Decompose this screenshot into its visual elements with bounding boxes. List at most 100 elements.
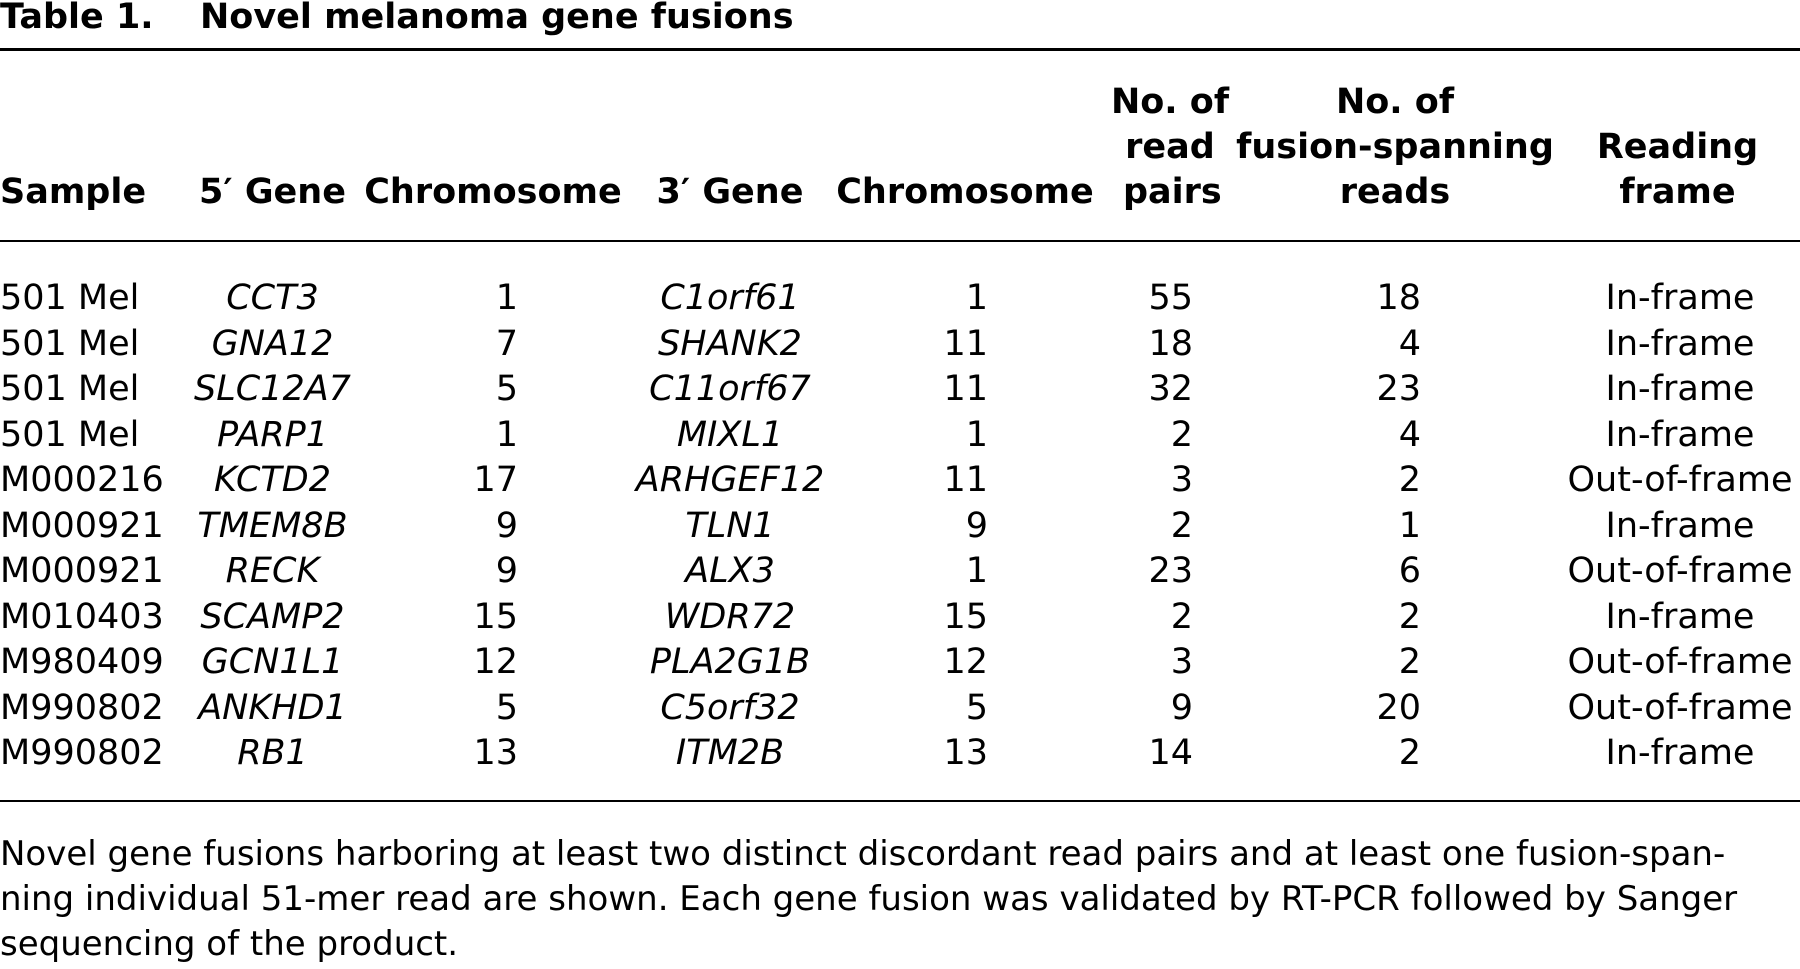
header-5prime-chromosome-line: Chromosome — [364, 172, 622, 212]
footnote-line: ning individual 51-mer read are shown. E… — [0, 879, 1738, 919]
header-spanning-reads: No. of fusion-spanning reads — [1235, 80, 1555, 215]
header-sample: Sample — [0, 80, 160, 215]
cell-3prime-gene: C5orf32 — [660, 687, 800, 728]
cell-sample: M990802 — [0, 733, 164, 773]
table-row: M990802 ANKHD1 5 C5orf32 5 9 20 Out-of-frame — [0, 686, 1800, 731]
cell-3prime-chromosome: 13 — [943, 733, 988, 773]
cell-sample: M990802 — [0, 687, 164, 728]
cell-reading-frame: In-frame — [1605, 414, 1755, 455]
cell-5prime-gene: PARP1 — [217, 414, 328, 455]
cell-3prime-chromosome: 11 — [943, 323, 988, 364]
footnote-line: sequencing of the product. — [0, 924, 459, 964]
cell-3prime-gene: MIXL1 — [676, 414, 784, 455]
cell-sample: 501 Mel — [0, 323, 140, 364]
cell-sample: M000921 — [0, 551, 164, 591]
table-row: M010403 SCAMP2 15 WDR72 15 2 2 In-frame — [0, 595, 1800, 640]
cell-reading-frame: In-frame — [1605, 278, 1755, 318]
cell-5prime-chromosome: 5 — [495, 687, 518, 728]
header-3prime-chromosome: Chromosome — [835, 80, 1095, 215]
cell-sample: 501 Mel — [0, 369, 140, 409]
table-row: 501 Mel CCT3 1 C1orf61 1 55 18 In-frame — [0, 276, 1800, 321]
header-spanning-reads-line: reads — [1339, 172, 1451, 212]
cell-5prime-chromosome: 13 — [473, 733, 518, 773]
cell-5prime-chromosome: 5 — [495, 369, 518, 409]
cell-5prime-chromosome: 15 — [473, 596, 518, 637]
cell-5prime-chromosome: 7 — [495, 323, 518, 364]
cell-reading-frame: In-frame — [1605, 596, 1755, 637]
cell-spanning-reads: 4 — [1398, 414, 1421, 455]
header-read-pairs-line: pairs — [1123, 172, 1222, 212]
cell-sample: M010403 — [0, 596, 164, 637]
table-row: 501 Mel GNA12 7 SHANK2 11 18 4 In-frame — [0, 322, 1800, 367]
cell-5prime-chromosome: 1 — [495, 278, 518, 318]
header-read-pairs-line: No. of — [1110, 82, 1230, 122]
header-5prime-chromosome: Chromosome — [363, 80, 623, 215]
cell-5prime-gene: GCN1L1 — [201, 642, 344, 682]
table-title: Novel melanoma gene fusions — [200, 0, 794, 37]
header-spanning-reads-line: No. of — [1335, 82, 1455, 122]
cell-read-pairs: 9 — [1170, 687, 1193, 728]
cell-5prime-chromosome: 17 — [473, 460, 518, 500]
cell-3prime-chromosome: 1 — [965, 414, 988, 455]
header-sample-line: Sample — [0, 172, 147, 212]
header-3prime-chromosome-line: Chromosome — [836, 172, 1094, 212]
table-label: Table 1. — [0, 0, 154, 37]
cell-reading-frame: In-frame — [1605, 733, 1755, 773]
header-5prime-gene-line: 5′ Gene — [199, 172, 346, 212]
cell-read-pairs: 18 — [1148, 323, 1193, 364]
cell-read-pairs: 3 — [1170, 642, 1193, 682]
cell-3prime-chromosome: 5 — [965, 687, 988, 728]
cell-5prime-gene: KCTD2 — [213, 460, 332, 500]
cell-5prime-gene: RB1 — [237, 733, 308, 773]
cell-5prime-chromosome: 12 — [473, 642, 518, 682]
cell-5prime-gene: SLC12A7 — [194, 369, 351, 409]
cell-reading-frame: In-frame — [1605, 505, 1755, 546]
cell-3prime-gene: TLN1 — [685, 505, 775, 546]
cell-5prime-gene: RECK — [225, 551, 320, 591]
cell-3prime-gene: PLA2G1B — [649, 642, 811, 682]
cell-sample: M980409 — [0, 642, 164, 682]
cell-reading-frame: Out-of-frame — [1567, 687, 1793, 728]
table-row: M980409 GCN1L1 12 PLA2G1B 12 3 2 Out-of-frame — [0, 640, 1800, 685]
top-rule — [0, 48, 1800, 51]
cell-spanning-reads: 2 — [1398, 733, 1421, 773]
cell-reading-frame: Out-of-frame — [1567, 460, 1793, 500]
header-5prime-gene: 5′ Gene — [190, 80, 355, 215]
cell-3prime-chromosome: 12 — [943, 642, 988, 682]
table-row: M000216 KCTD2 17 ARHGEF12 11 3 2 Out-of-frame — [0, 458, 1800, 503]
cell-read-pairs: 3 — [1170, 460, 1193, 500]
cell-3prime-chromosome: 11 — [943, 460, 988, 500]
cell-5prime-gene: GNA12 — [211, 323, 334, 364]
table-row: 501 Mel SLC12A7 5 C11orf67 11 32 23 In-frame — [0, 367, 1800, 412]
cell-5prime-chromosome: 1 — [495, 414, 518, 455]
header-3prime-gene-line: 3′ Gene — [656, 172, 804, 212]
cell-5prime-chromosome: 9 — [495, 551, 518, 591]
cell-reading-frame: Out-of-frame — [1567, 642, 1793, 682]
cell-read-pairs: 14 — [1148, 733, 1193, 773]
header-spanning-reads-line: fusion-spanning — [1236, 127, 1554, 167]
cell-3prime-chromosome: 9 — [965, 505, 988, 546]
cell-read-pairs: 23 — [1148, 551, 1193, 591]
cell-3prime-gene: WDR72 — [664, 596, 796, 637]
header-reading-frame-line: Reading — [1596, 127, 1759, 167]
footnote-line: Novel gene fusions harboring at least tw… — [0, 834, 1726, 874]
table-row: M990802 RB1 13 ITM2B 13 14 2 In-frame — [0, 731, 1800, 776]
cell-5prime-gene: CCT3 — [226, 278, 319, 318]
cell-sample: 501 Mel — [0, 278, 140, 318]
cell-3prime-chromosome: 1 — [965, 551, 988, 591]
cell-reading-frame: In-frame — [1605, 323, 1755, 364]
cell-spanning-reads: 1 — [1398, 505, 1421, 546]
cell-read-pairs: 2 — [1170, 596, 1193, 637]
cell-5prime-gene: SCAMP2 — [200, 596, 345, 637]
cell-3prime-gene: SHANK2 — [658, 323, 802, 364]
cell-read-pairs: 55 — [1148, 278, 1193, 318]
cell-spanning-reads: 4 — [1398, 323, 1421, 364]
bottom-rule — [0, 800, 1800, 802]
table-caption: Table 1. Novel melanoma gene fusions — [0, 0, 1800, 42]
cell-sample: M000921 — [0, 505, 164, 546]
cell-spanning-reads: 20 — [1376, 687, 1421, 728]
cell-spanning-reads: 2 — [1398, 642, 1421, 682]
cell-3prime-gene: C1orf61 — [660, 278, 800, 318]
cell-3prime-chromosome: 11 — [943, 369, 988, 409]
cell-3prime-gene: C11orf67 — [649, 369, 811, 409]
